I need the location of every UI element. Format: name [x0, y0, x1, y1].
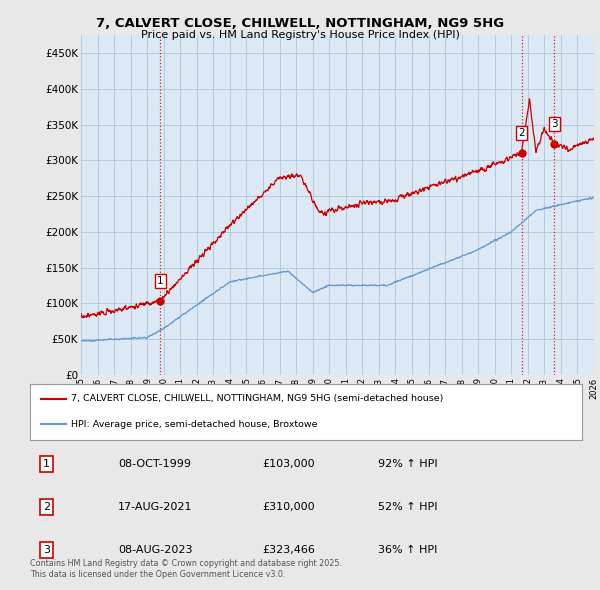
Text: HPI: Average price, semi-detached house, Broxtowe: HPI: Average price, semi-detached house,… [71, 420, 318, 429]
Text: 92% ↑ HPI: 92% ↑ HPI [378, 459, 437, 469]
Text: 2: 2 [518, 128, 525, 138]
Text: 1: 1 [43, 459, 50, 469]
Text: 7, CALVERT CLOSE, CHILWELL, NOTTINGHAM, NG9 5HG: 7, CALVERT CLOSE, CHILWELL, NOTTINGHAM, … [96, 17, 504, 30]
Text: 08-AUG-2023: 08-AUG-2023 [118, 545, 193, 555]
Text: 1: 1 [157, 276, 164, 286]
Text: 3: 3 [43, 545, 50, 555]
Text: 7, CALVERT CLOSE, CHILWELL, NOTTINGHAM, NG9 5HG (semi-detached house): 7, CALVERT CLOSE, CHILWELL, NOTTINGHAM, … [71, 394, 444, 403]
Text: 2: 2 [43, 502, 50, 512]
Text: £310,000: £310,000 [262, 502, 314, 512]
Text: £103,000: £103,000 [262, 459, 314, 469]
Text: 17-AUG-2021: 17-AUG-2021 [118, 502, 193, 512]
Text: £323,466: £323,466 [262, 545, 315, 555]
Text: Contains HM Land Registry data © Crown copyright and database right 2025.
This d: Contains HM Land Registry data © Crown c… [30, 559, 342, 579]
Text: 36% ↑ HPI: 36% ↑ HPI [378, 545, 437, 555]
Text: 3: 3 [551, 119, 557, 129]
Text: 08-OCT-1999: 08-OCT-1999 [118, 459, 191, 469]
Text: Price paid vs. HM Land Registry's House Price Index (HPI): Price paid vs. HM Land Registry's House … [140, 30, 460, 40]
Text: 52% ↑ HPI: 52% ↑ HPI [378, 502, 437, 512]
